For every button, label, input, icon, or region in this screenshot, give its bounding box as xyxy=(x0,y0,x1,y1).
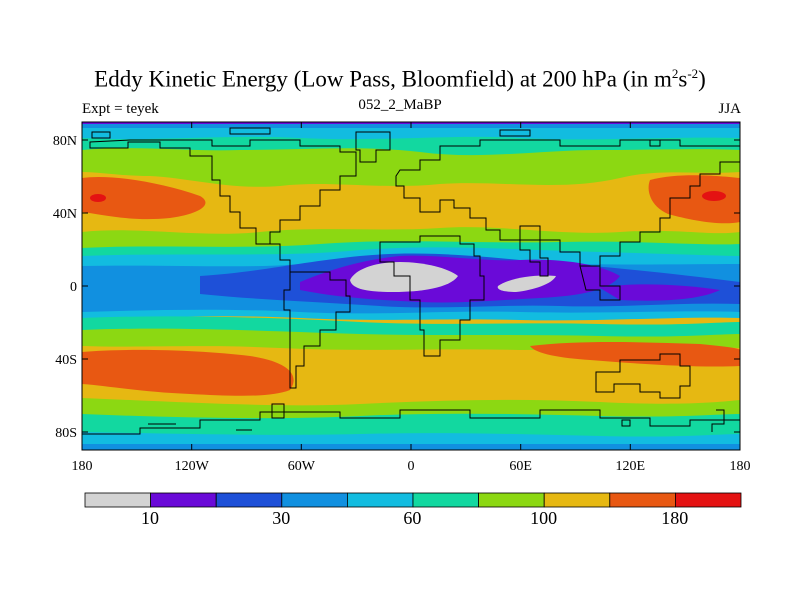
colorbar-swatch xyxy=(675,492,742,508)
season-label: JJA xyxy=(718,101,741,117)
africa-outline xyxy=(379,235,485,357)
west-pacific-red xyxy=(702,191,726,201)
colorbar-swatch xyxy=(150,492,217,508)
lat-label-80n: 80N xyxy=(53,134,77,149)
arctic-islands-outline xyxy=(91,127,661,147)
eurasia-outline xyxy=(395,139,740,267)
india-outline xyxy=(519,239,549,277)
colorbar-swatch xyxy=(609,492,676,508)
lon-label-180w: 180 xyxy=(72,459,93,474)
map-title: Eddy Kinetic Energy (Low Pass, Bloomfiel… xyxy=(94,66,706,92)
colorbar-labels: 10 30 60 100 180 xyxy=(141,508,688,528)
colorbar-swatch xyxy=(84,492,151,508)
lon-label-0: 0 xyxy=(408,459,415,474)
lat-label-80s: 80S xyxy=(55,426,77,441)
colorbar-swatch xyxy=(543,492,611,508)
africa-minimum xyxy=(350,262,458,292)
greenland-outline xyxy=(355,131,391,163)
lon-label-120w: 120W xyxy=(175,459,210,474)
southeast-asia-outline xyxy=(579,265,621,301)
land-outlines xyxy=(82,127,740,435)
australia-outline xyxy=(595,353,691,399)
contour-field xyxy=(82,122,740,450)
colorbar-label-100: 100 xyxy=(530,508,557,528)
north-pacific-orange xyxy=(82,176,206,220)
south-indian-orange xyxy=(530,342,740,367)
north-pacific-red xyxy=(90,194,106,202)
run-label: 052_2_MaBP xyxy=(358,97,442,113)
lon-labels: 180 120W 60W 0 60E 120E 180 xyxy=(72,459,751,474)
colorbar-label-30: 30 xyxy=(272,508,290,528)
colorbar-label-60: 60 xyxy=(403,508,421,528)
lat-label-0: 0 xyxy=(70,280,77,295)
small-islands-outline xyxy=(148,403,631,431)
lon-label-60w: 60W xyxy=(288,459,316,474)
new-zealand-outline xyxy=(711,409,725,432)
south-jet-orange xyxy=(82,349,294,396)
south-america-outline xyxy=(283,271,351,389)
colorbar-swatch xyxy=(215,492,283,508)
colorbar-swatch xyxy=(412,492,479,508)
colorbar-swatch xyxy=(478,492,545,508)
north-midlat-green xyxy=(82,148,740,187)
lat-labels: 80N 40N 0 40S 80S xyxy=(53,134,77,441)
north-america-outline xyxy=(89,139,357,245)
colorbar xyxy=(84,492,742,508)
lon-ticks xyxy=(81,122,741,450)
colorbar-label-10: 10 xyxy=(141,508,159,528)
lat-label-40n: 40N xyxy=(53,207,77,222)
lon-label-120e: 120E xyxy=(616,459,646,474)
indian-ocean-minimum xyxy=(497,275,556,292)
experiment-label: Expt = teyek xyxy=(82,101,159,117)
lon-label-60e: 60E xyxy=(509,459,532,474)
lat-label-40s: 40S xyxy=(55,353,77,368)
colorbar-swatch xyxy=(346,492,414,508)
lat-ticks xyxy=(82,139,740,433)
antarctica-outline xyxy=(82,409,740,435)
lon-label-180e: 180 xyxy=(730,459,751,474)
colorbar-swatch xyxy=(281,492,348,508)
west-pacific-orange xyxy=(648,175,740,224)
tropic-purple-east xyxy=(600,284,720,301)
colorbar-label-180: 180 xyxy=(661,508,688,528)
